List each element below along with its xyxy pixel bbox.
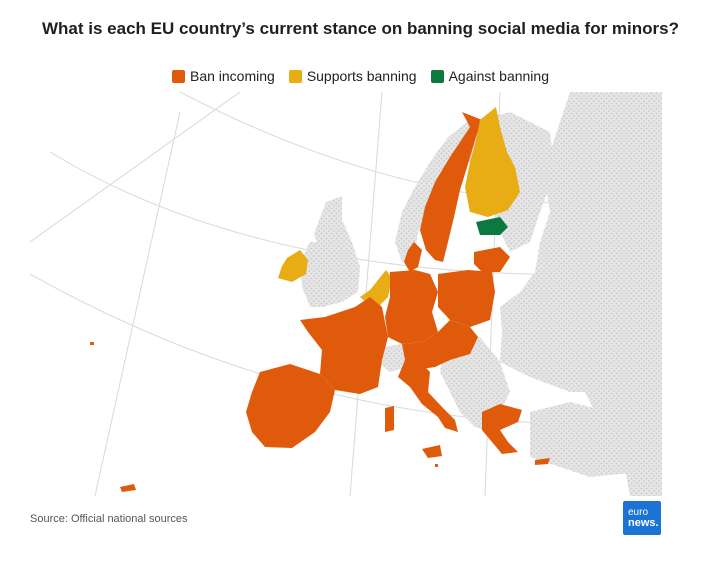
country-italy-sardinia <box>385 406 394 432</box>
legend-swatch-ban-incoming <box>171 69 185 83</box>
euronews-logo: euro news. <box>623 501 661 535</box>
country-italy-sicily <box>422 445 442 458</box>
country-malta <box>435 464 438 467</box>
legend-item-against-banning: Against banning <box>430 68 549 84</box>
europe-map <box>30 92 662 496</box>
logo-line-2: news. <box>628 517 659 529</box>
europe-map-svg <box>30 92 662 496</box>
country-finland <box>465 107 520 217</box>
legend-swatch-supports-banning <box>288 69 302 83</box>
country-central-europe <box>402 320 478 370</box>
legend-item-supports-banning: Supports banning <box>288 68 417 84</box>
country-germany <box>385 270 438 344</box>
legend-label-ban-incoming: Ban incoming <box>189 68 275 84</box>
logo-line-1: euro <box>628 507 649 518</box>
country-greece <box>482 404 522 454</box>
country-estonia <box>476 217 508 235</box>
source-note: Source: Official national sources <box>30 513 188 525</box>
country-spain-canaries <box>120 484 136 492</box>
legend-label-supports-banning: Supports banning <box>306 68 417 84</box>
legend-item-ban-incoming: Ban incoming <box>171 68 275 84</box>
chart-title: What is each EU country’s current stance… <box>41 19 679 38</box>
legend-label-against-banning: Against banning <box>448 68 549 84</box>
country-latvia <box>474 247 510 272</box>
legend-swatch-against-banning <box>430 69 444 83</box>
country-italy <box>398 360 458 432</box>
country-cyprus <box>535 458 550 465</box>
country-sweden <box>420 112 482 262</box>
country-denmark <box>404 242 422 272</box>
country-netherlands <box>360 270 392 307</box>
country-spain <box>246 364 335 448</box>
country-united-kingdom <box>314 196 360 306</box>
country-france <box>300 297 388 394</box>
country-poland <box>438 270 495 327</box>
legend: Ban incoming Supports banning Against ba… <box>0 68 721 84</box>
country-portugal-azores <box>90 342 94 345</box>
country-ireland <box>278 250 308 282</box>
